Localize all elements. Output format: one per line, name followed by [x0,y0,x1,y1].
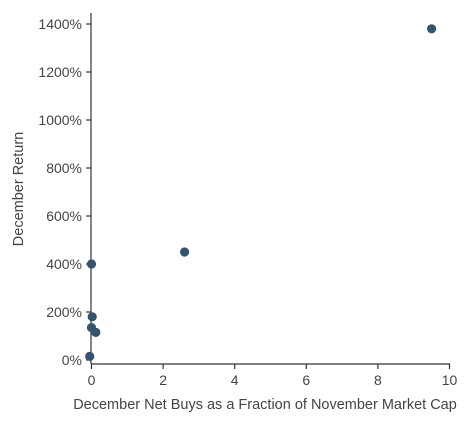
data-point [86,259,97,269]
x-tick-label: 0 [88,372,96,388]
x-tick-label: 6 [302,372,310,388]
plot-area: 0% 200% 400% 600% 800% 1000% 1200% 1400% 0 2 4 6 8 1… [38,13,457,388]
x-tick-label: 10 [442,372,458,388]
data-point [179,247,190,257]
y-tick-label: 200% [46,304,82,320]
data-points [85,24,437,361]
data-point [427,24,437,34]
x-tick-label: 4 [231,372,239,388]
x-tick-label: 2 [159,372,167,388]
x-tick-label: 8 [374,372,382,388]
x-axis-title: December Net Buys as a Fraction of Novem… [73,397,457,413]
y-ticks: 0% 200% 400% 600% 800% 1000% 1200% 1400% [38,16,91,368]
y-tick-label: 1400% [38,16,82,32]
y-tick-label: 1200% [38,64,82,80]
y-tick-label: 0% [62,352,82,368]
data-point [91,327,101,337]
x-ticks: 0 2 4 6 8 10 [88,364,458,388]
y-axis-title: December Return [11,132,27,246]
y-tick-label: 1000% [38,112,82,128]
y-tick-label: 400% [46,256,82,272]
data-point [85,351,95,361]
y-tick-label: 600% [46,208,82,224]
y-tick-label: 800% [46,160,82,176]
data-point [87,312,97,322]
